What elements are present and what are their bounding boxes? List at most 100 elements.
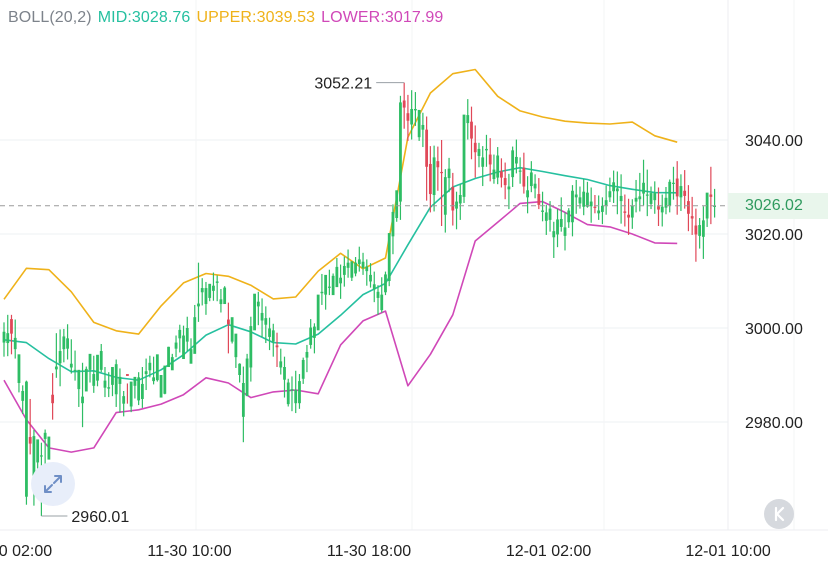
candle (443, 169, 447, 233)
candle (522, 152, 526, 194)
y-tick-label: 3000.00 (745, 321, 803, 338)
candle-body (178, 329, 182, 339)
expand-button[interactable] (31, 462, 75, 506)
candle-body (66, 338, 69, 349)
candle-body (230, 317, 234, 342)
candle-body (563, 227, 567, 236)
candle-body (586, 192, 589, 207)
candle (563, 212, 567, 251)
k-line-button[interactable] (764, 499, 794, 529)
candle-body (414, 108, 417, 111)
candle-body (189, 349, 193, 364)
candle (313, 323, 316, 354)
candle-body (552, 231, 556, 238)
candle-body (451, 187, 455, 211)
candle-body (597, 210, 601, 214)
candle (107, 372, 111, 398)
candle-body (675, 178, 679, 197)
candle-body (440, 171, 443, 174)
candle (627, 198, 630, 235)
candle (137, 372, 141, 406)
candle (88, 353, 92, 383)
candle (21, 385, 25, 415)
candle (507, 173, 511, 210)
candle-body (313, 326, 316, 338)
candle-body (163, 365, 167, 394)
candle-body (335, 266, 339, 288)
candle-body (122, 396, 126, 404)
candle-body (615, 188, 619, 192)
legend-mid: MID:3028.76 (97, 9, 191, 26)
candle-body (279, 361, 283, 368)
candle (84, 366, 88, 392)
candle (126, 374, 129, 404)
candle (690, 196, 694, 235)
candle-body (657, 206, 660, 210)
candle-body (485, 148, 488, 151)
candle (96, 354, 99, 387)
candle (271, 323, 275, 357)
candle (500, 158, 503, 188)
candle-body (301, 359, 305, 379)
candle-body (541, 210, 544, 212)
candle-body (664, 197, 668, 208)
candle-body (331, 275, 335, 296)
candle (163, 365, 167, 395)
candle-body (537, 194, 541, 205)
candle-body (645, 194, 649, 196)
candle (253, 293, 256, 331)
candle (324, 274, 328, 310)
candle (361, 252, 365, 275)
candle (148, 355, 152, 378)
candle (552, 221, 556, 258)
candle (372, 271, 376, 303)
candle-body (88, 353, 92, 370)
candle-body (256, 301, 260, 307)
candle-body (701, 220, 705, 237)
candle (428, 146, 432, 213)
candle (619, 174, 623, 224)
candle-body (286, 382, 290, 405)
candle (660, 194, 664, 227)
candle-body (428, 163, 432, 195)
candle (114, 359, 118, 407)
candle (623, 194, 627, 227)
candle-body (417, 109, 421, 138)
candle (69, 339, 73, 374)
candle-body (283, 367, 286, 380)
candle-body (144, 371, 148, 375)
candle-body (69, 363, 73, 368)
candle (414, 92, 417, 126)
candle-body (399, 102, 402, 202)
candle (436, 146, 440, 191)
candle-body (51, 394, 55, 404)
candle-body (556, 219, 559, 235)
candle (167, 346, 170, 368)
candle-body (114, 364, 118, 395)
candle (432, 145, 436, 212)
candle (204, 281, 208, 315)
candle-body (496, 155, 500, 178)
candle-body (365, 266, 369, 272)
candle (657, 187, 660, 227)
current-price-tag: 3026.02 (728, 192, 828, 219)
candle (170, 353, 174, 371)
candle-body (17, 354, 21, 383)
candle (470, 106, 473, 160)
candle-body (249, 326, 253, 368)
candle-body (2, 331, 6, 343)
candle (140, 367, 144, 408)
candle-body (73, 369, 77, 372)
candle (234, 333, 238, 368)
candle (679, 174, 683, 211)
candle-body (500, 171, 503, 178)
candle (713, 188, 716, 218)
candle (440, 140, 443, 227)
candle (387, 233, 391, 287)
candle-body (533, 183, 537, 189)
candle-body (193, 317, 197, 354)
candle-body (387, 233, 391, 281)
candle (51, 373, 55, 420)
candle (384, 271, 387, 296)
